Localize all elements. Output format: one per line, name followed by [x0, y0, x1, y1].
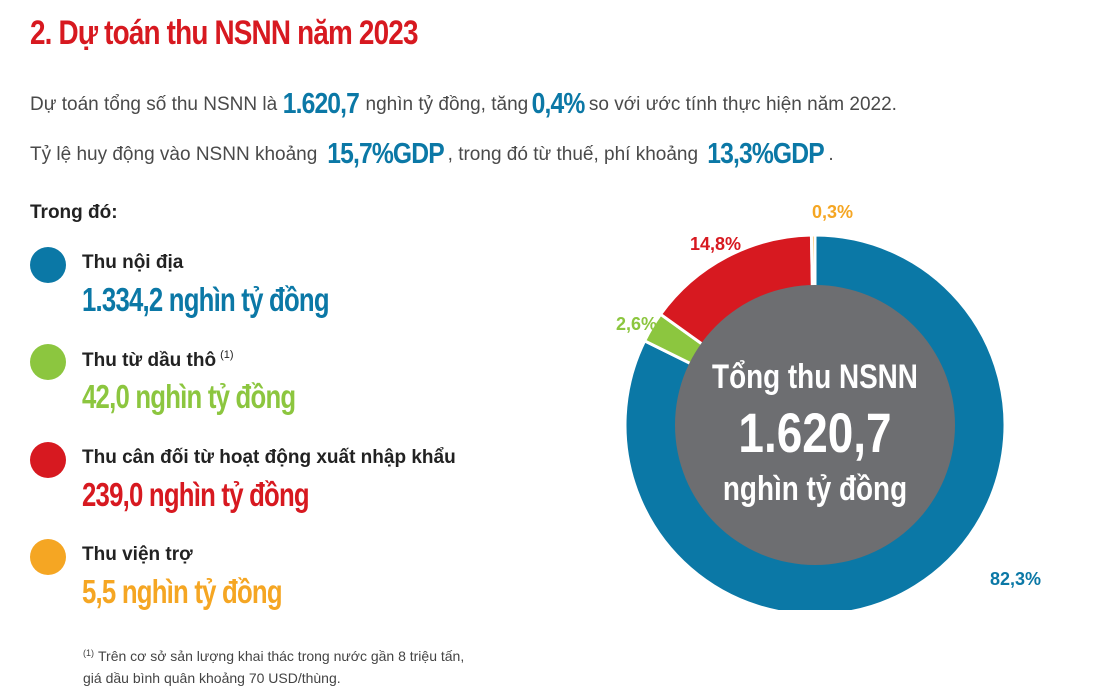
legend-dot	[30, 442, 66, 478]
intro-text: nghìn tỷ đồng, tăng	[360, 94, 534, 115]
legend-value: 42,0 nghìn tỷ đồng	[82, 378, 296, 415]
intro-text: so với ước tính thực hiện năm 2022.	[583, 94, 897, 115]
legend-label-text: Thu từ dầu thô	[82, 350, 217, 371]
label-aid: 0,3%	[812, 202, 853, 222]
intro-text: .	[828, 144, 834, 165]
intro-text: Tỷ lệ huy động vào NSNN khoảng	[30, 144, 323, 165]
tax-ratio-value: 13,3%GDP	[707, 138, 825, 170]
legend-label: Thu cân đối từ hoạt động xuất nhập khẩu	[82, 447, 456, 468]
footnote: (1) Trên cơ sở sản lượng khai thác trong …	[83, 642, 583, 689]
center-value: 1.620,7	[738, 402, 891, 464]
center-unit: nghìn tỷ đồng	[723, 469, 907, 507]
center-disc	[675, 285, 955, 565]
legend-dot	[30, 247, 66, 283]
legend-value: 239,0 nghìn tỷ đồng	[82, 476, 310, 513]
total-revenue-value: 1.620,7	[283, 88, 360, 120]
intro-text: Dự toán tổng số thu NSNN là	[30, 94, 283, 115]
footnote-line-2: giá dầu bình quân khoảng 70 USD/thùng.	[83, 670, 341, 686]
intro-line-2: Tỷ lệ huy động vào NSNN khoảng 15,7%GDP,…	[30, 138, 834, 171]
footnote-line-1: Trên cơ sở sản lượng khai thác trong nướ…	[98, 648, 465, 664]
intro-line-1: Dự toán tổng số thu NSNN là 1.620,7 nghì…	[30, 88, 897, 121]
legend-dot	[30, 539, 66, 575]
label-crude-oil: 2,6%	[616, 314, 657, 334]
slice-labels: 82,3% 2,6% 14,8% 0,3%	[616, 202, 1041, 589]
legend-dot	[30, 344, 66, 380]
intro-text: , trong đó từ thuế, phí khoảng	[447, 144, 704, 165]
gdp-ratio-value: 15,7%GDP	[326, 138, 444, 170]
center-title: Tổng thu NSNN	[712, 357, 918, 395]
legend-value: 1.334,2 nghìn tỷ đồng	[82, 281, 330, 318]
donut-chart: Tổng thu NSNN 1.620,7 nghìn tỷ đồng 82,3…	[616, 202, 1041, 610]
footnote-mark: (1)	[83, 648, 94, 658]
page-title: 2. Dự toán thu NSNN năm 2023	[30, 14, 418, 52]
label-domestic: 82,3%	[990, 569, 1041, 589]
legend-value: 5,5 nghìn tỷ đồng	[82, 573, 283, 610]
legend-label: Thu viện trợ	[82, 544, 193, 565]
legend-label: Thu nội địa	[82, 252, 184, 273]
legend-label: Thu từ dầu thô (1)	[82, 349, 234, 372]
footnote-ref: (1)	[220, 349, 234, 361]
label-import-export: 14,8%	[690, 234, 741, 254]
growth-value: 0,4%	[532, 88, 586, 120]
legend-heading: Trong đó:	[30, 202, 118, 223]
